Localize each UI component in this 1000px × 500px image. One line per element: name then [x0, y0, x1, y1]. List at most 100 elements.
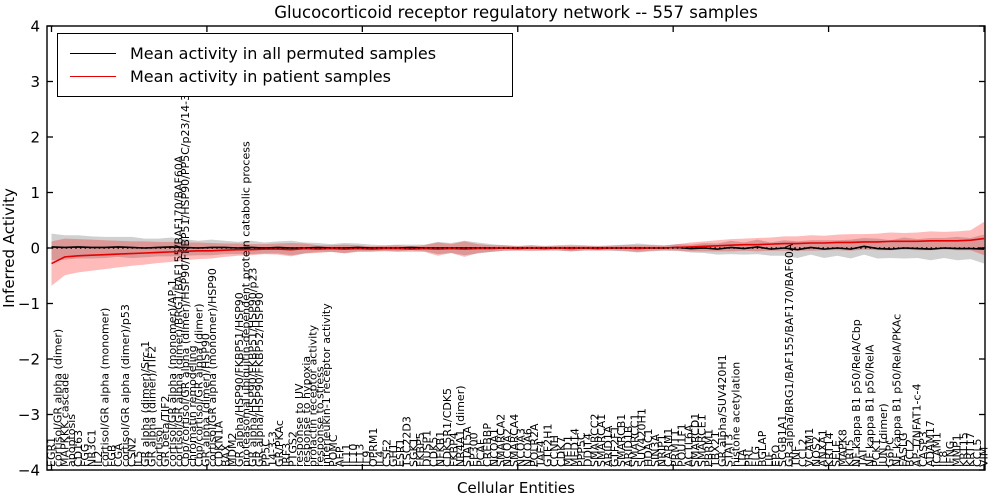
- entity-label: AFP: [333, 446, 346, 467]
- entity-label: PCAF: [474, 439, 487, 467]
- entity-label: Cbp/cortisol/GR alpha (dimer): [193, 303, 206, 467]
- entity-label: DUSP1: [421, 430, 434, 467]
- entity-label: VCAM1: [803, 428, 816, 467]
- entity-label: LTA: [736, 449, 749, 467]
- entity-label: SMARCE1: [696, 414, 709, 467]
- entity-label: NF kappa B1 p50/RelA/PKAc: [890, 314, 903, 467]
- entity-label: CDK5R1/CDK5: [441, 388, 454, 467]
- legend-label-permuted: Mean activity in all permuted samples: [130, 43, 437, 63]
- y-tick-label: −4: [18, 462, 40, 480]
- entity-label: cortisol: [152, 427, 165, 467]
- y-tick-label: 4: [30, 18, 40, 36]
- y-tick-label: 3: [30, 73, 40, 91]
- entity-label: MMP1: [951, 434, 964, 467]
- entity-label: PP5C: [260, 439, 273, 467]
- entity-label: TNF: [790, 446, 803, 468]
- legend: Mean activity in all permuted samples Me…: [57, 33, 513, 97]
- entity-label: TBX21: [709, 431, 722, 468]
- entity-label: TSC22D3: [401, 416, 414, 468]
- entity-label: GR/PKAc: [273, 420, 286, 467]
- entity-label: SMARCD1: [689, 413, 702, 467]
- entity-label: histone acetylation: [729, 362, 742, 467]
- entity-label: PRMT1: [669, 430, 682, 468]
- entity-label: GH1: [387, 443, 400, 467]
- entity-label: SCGB1A1: [776, 415, 789, 467]
- entity-label: EGR1: [45, 437, 58, 467]
- entity-label: NCOA6: [521, 428, 534, 467]
- entity-label: MED1: [562, 435, 575, 467]
- entity-label: STAT5A: [461, 426, 474, 467]
- entity-label: response to hypoxia: [300, 356, 313, 467]
- entity-label: IL10: [347, 444, 360, 467]
- entity-label: FKBP5: [414, 432, 427, 467]
- permuted-line-swatch: [70, 53, 116, 54]
- entity-label: CDK5: [427, 437, 440, 467]
- entity-label: IL2: [92, 451, 105, 467]
- entity-label: GR alpha/HSP90/FKBP51/HSP90: [233, 292, 246, 467]
- patient-line-swatch: [70, 76, 116, 77]
- entity-label: apoptosis: [65, 414, 78, 467]
- entity-label: ANXA1: [816, 429, 829, 467]
- legend-item-permuted: Mean activity in all permuted samples: [70, 43, 500, 63]
- entity-label: GR alpha/HSP90/FKBP51/HSP90/p23: [246, 268, 259, 467]
- entity-label: TAF4: [535, 440, 548, 468]
- chart-title: Glucocorticoid receptor regulatory netwo…: [274, 3, 758, 22]
- entity-label: HDAC1: [642, 428, 655, 467]
- entity-label: KRT14: [823, 432, 836, 467]
- entity-label: IRF3: [280, 443, 293, 467]
- entity-label: NRIP1: [655, 434, 668, 467]
- entity-label: SMARCB1: [615, 414, 628, 467]
- entity-label: Cbp/cortisol/GR alpha (dimer)/HSP90/FKBP…: [179, 37, 192, 467]
- y-tick-label: −3: [18, 406, 40, 424]
- entity-label: LIF: [763, 451, 776, 467]
- y-tick-label: 0: [30, 240, 40, 258]
- entity-label: SMARCA1: [595, 414, 608, 467]
- entity-label: CD163: [72, 430, 85, 467]
- entity-label: proteasomal ubiquitin-dependent protein …: [240, 141, 253, 467]
- entity-label: AP-1/NFAT1-c-4: [910, 383, 923, 467]
- entity-label: GR alpha (dimer)/Src-1: [139, 341, 152, 467]
- entity-label: TAT: [857, 447, 870, 468]
- entity-label: KRT15: [957, 432, 970, 467]
- entity-label: IL11: [340, 444, 353, 467]
- legend-label-patient: Mean activity in patient samples: [130, 66, 391, 86]
- entity-label: SMARCA2: [494, 414, 507, 467]
- entity-label: IL9: [360, 451, 373, 467]
- x-axis-label: Cellular Entities: [457, 479, 575, 497]
- entity-label: IFNG: [944, 441, 957, 467]
- entity-label: GR beta/TIF2: [159, 396, 172, 467]
- entity-label: FKBP4: [448, 432, 461, 467]
- entity-label: PTGS2: [287, 431, 300, 467]
- entity-label: ADAM17: [924, 420, 937, 467]
- entity-label: GR alpha (dimer)/HSP90: [199, 333, 212, 467]
- entity-label: CARM1: [662, 428, 675, 467]
- entity-label: CDKN1A: [213, 420, 226, 467]
- entity-label: SUV420H1: [635, 408, 648, 467]
- entity-label: STAT3: [723, 434, 736, 467]
- entity-label: POMC: [327, 434, 340, 467]
- entity-label: response to UV: [293, 383, 306, 467]
- entity-label: IL5: [132, 451, 145, 467]
- entity-label: NR4A1 (dimer): [454, 385, 467, 467]
- entity-label: GTF2H1: [541, 424, 554, 467]
- entity-label: cortisol/GR alpha (dimer)/BRG1/BAF155/BA…: [172, 155, 185, 467]
- entity-label: ESR1: [394, 438, 407, 467]
- entity-label: CCL2: [796, 439, 809, 468]
- entity-label: BAX: [219, 444, 232, 467]
- entity-label: response to stress: [313, 366, 326, 467]
- entity-label: KRT5: [843, 439, 856, 467]
- entity-label: GR alpha/BRG1/BAF155/BAF170/BAF60A: [783, 243, 796, 467]
- entity-label: OPRM1: [367, 428, 380, 467]
- entity-label: cortisol/GR alpha (monomer)/AP-1: [166, 279, 179, 467]
- entity-label: CSN2: [126, 437, 139, 467]
- entity-label: ICAM1: [931, 432, 944, 467]
- entity-label: IL13: [354, 444, 367, 467]
- entity-label: FASLG: [897, 433, 910, 467]
- entity-label: NF kappa B1 p50/RelA/Cbp: [850, 319, 863, 467]
- entity-label: GR alpha/HSP90/FKBP52/HSP90: [253, 292, 266, 467]
- entity-label: CDK7: [555, 437, 568, 467]
- entity-label: CCNH: [548, 435, 561, 467]
- entity-label: VIM: [978, 447, 991, 467]
- entity-label: IL4: [374, 451, 387, 467]
